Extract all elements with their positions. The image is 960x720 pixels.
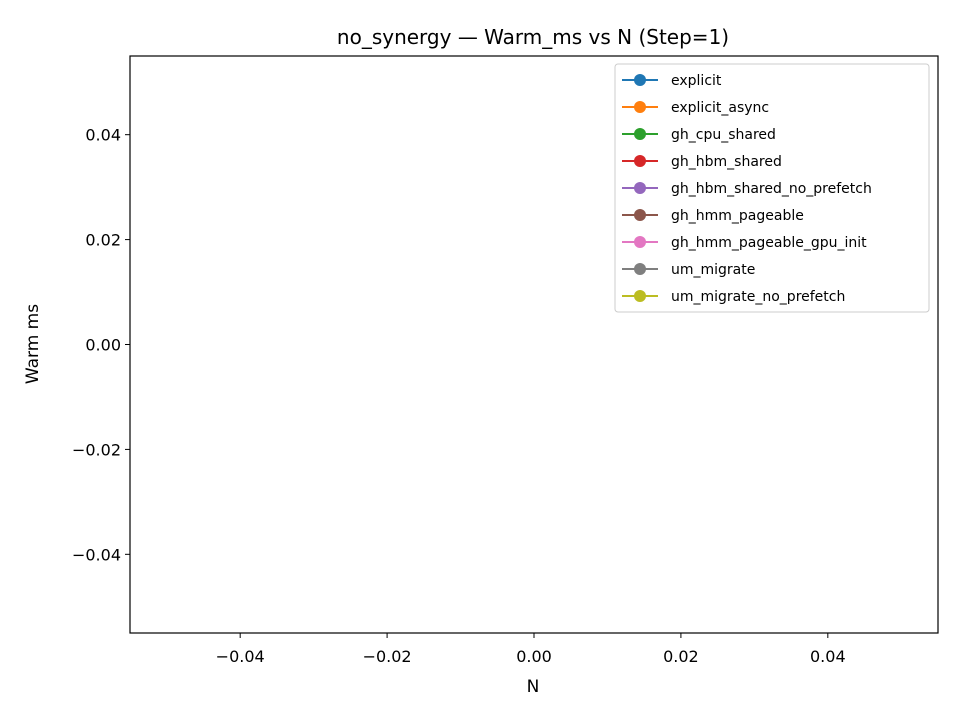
legend-marker <box>634 128 646 140</box>
y-tick-label: 0.02 <box>85 231 121 250</box>
legend-marker <box>634 236 646 248</box>
legend-label: um_migrate_no_prefetch <box>671 289 845 305</box>
legend-marker <box>634 101 646 113</box>
legend-entry: um_migrate_no_prefetch <box>622 289 845 305</box>
legend-entry: gh_hbm_shared <box>622 154 782 170</box>
legend-marker <box>634 74 646 86</box>
y-tick-label: 0.04 <box>85 126 121 145</box>
legend-entry: explicit <box>622 73 722 89</box>
legend-marker <box>634 263 646 275</box>
x-axis: −0.04 −0.02 0.00 0.02 0.04 <box>216 633 846 666</box>
legend-entry: gh_hbm_shared_no_prefetch <box>622 181 872 197</box>
legend-label: gh_cpu_shared <box>671 127 776 143</box>
legend-label: gh_hmm_pageable_gpu_init <box>671 235 867 251</box>
legend-marker <box>634 155 646 167</box>
y-tick-label: −0.02 <box>72 440 121 459</box>
y-axis-label: Warm ms <box>23 304 43 384</box>
y-tick-label: −0.04 <box>72 545 121 564</box>
legend-label: gh_hbm_shared_no_prefetch <box>671 181 872 197</box>
x-tick-label: 0.00 <box>516 647 552 666</box>
legend-label: gh_hmm_pageable <box>671 208 804 224</box>
x-axis-label: N <box>527 677 540 697</box>
x-tick-label: 0.02 <box>663 647 699 666</box>
x-tick-label: 0.04 <box>810 647 846 666</box>
y-axis: −0.04 −0.02 0.00 0.02 0.04 <box>72 126 130 564</box>
x-tick-label: −0.02 <box>363 647 412 666</box>
legend-entry: gh_hmm_pageable_gpu_init <box>622 235 867 251</box>
legend-frame <box>614 63 930 313</box>
x-tick-label: −0.04 <box>216 647 265 666</box>
legend: explicit explicit_async gh_cpu_shared gh_hb… <box>614 63 930 313</box>
legend-label: um_migrate <box>671 262 755 278</box>
legend-marker <box>634 182 646 194</box>
legend-entry: gh_hmm_pageable <box>622 208 804 224</box>
legend-label: explicit <box>671 73 722 89</box>
legend-marker <box>634 290 646 302</box>
legend-entry: gh_cpu_shared <box>622 127 776 143</box>
y-tick-label: 0.00 <box>85 336 121 355</box>
legend-entry: explicit_async <box>622 100 769 116</box>
legend-marker <box>634 209 646 221</box>
legend-label: gh_hbm_shared <box>671 154 782 170</box>
chart-title: no_synergy — Warm_ms vs N (Step=1) <box>337 25 729 49</box>
legend-label: explicit_async <box>671 100 769 116</box>
legend-entry: um_migrate <box>622 262 755 278</box>
